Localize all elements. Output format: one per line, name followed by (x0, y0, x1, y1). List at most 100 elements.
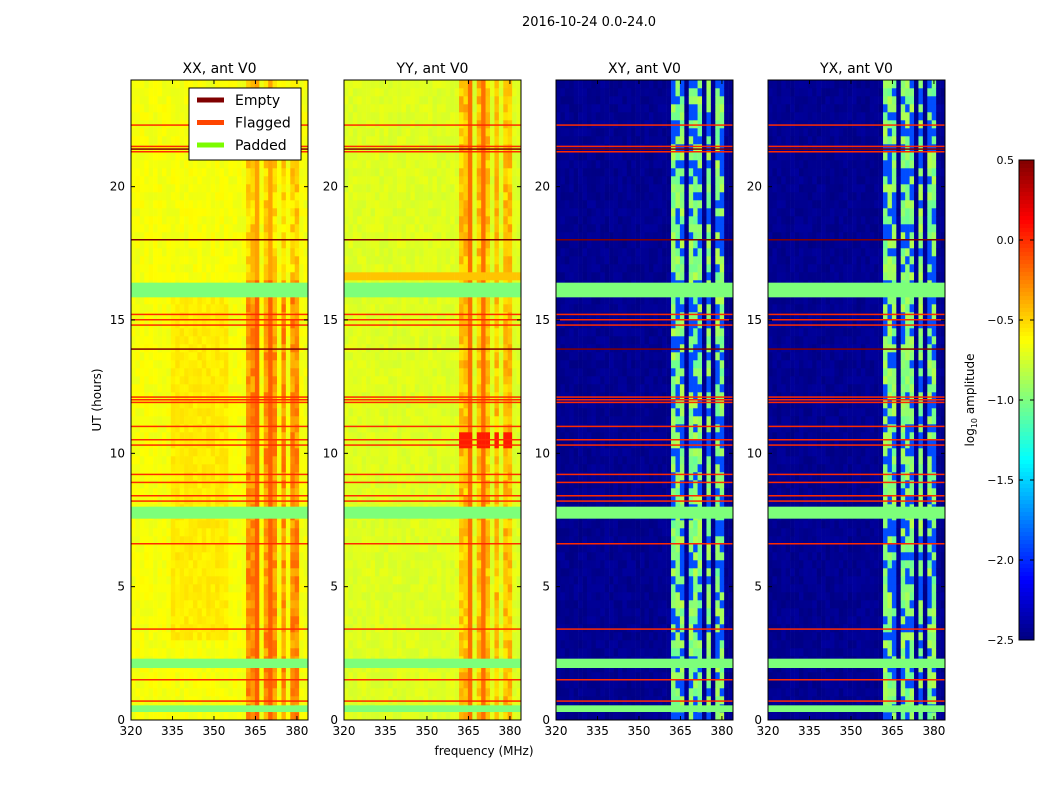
heatmap-cell (233, 376, 238, 384)
flagged-row (131, 319, 308, 321)
heatmap-cell (242, 304, 247, 312)
heatmap-cell (371, 104, 376, 112)
heatmap-cell (375, 136, 380, 144)
heatmap-cell (415, 608, 420, 616)
heatmap-cell (242, 208, 247, 216)
heatmap-cell (255, 304, 260, 312)
heatmap-cell (362, 576, 367, 584)
heatmap-cell (433, 192, 438, 200)
heatmap-cell (180, 136, 185, 144)
heatmap-cell (131, 352, 136, 360)
heatmap-cell (344, 688, 349, 696)
heatmap-cell (175, 712, 180, 720)
heatmap-cell (397, 568, 402, 576)
heatmap-cell (437, 544, 442, 552)
heatmap-cell (162, 408, 167, 416)
heatmap-cell (388, 120, 393, 128)
heatmap-cell (259, 376, 264, 384)
heatmap-cell (135, 544, 140, 552)
heatmap-cell (224, 184, 229, 192)
heatmap-cell (131, 600, 136, 608)
heatmap-cell (410, 560, 415, 568)
heatmap-cell (286, 688, 291, 696)
heatmap-cell (242, 192, 247, 200)
heatmap-cell (402, 128, 407, 136)
heatmap-cell (281, 344, 286, 352)
heatmap-cell (402, 648, 407, 656)
heatmap-cell (237, 568, 242, 576)
heatmap-cell (206, 616, 211, 624)
heatmap-cell (259, 648, 264, 656)
heatmap-cell (299, 320, 304, 328)
heatmap-cell (410, 600, 415, 608)
heatmap-cell (357, 240, 362, 248)
heatmap-cell (211, 624, 216, 632)
heatmap-cell (424, 184, 429, 192)
heatmap-cell (362, 472, 367, 480)
heatmap-cell (184, 160, 189, 168)
heatmap-cell (144, 248, 149, 256)
heatmap-cell (211, 320, 216, 328)
heatmap-cell (135, 592, 140, 600)
heatmap-cell (149, 480, 154, 488)
heatmap-cell (393, 160, 398, 168)
heatmap-cell (250, 520, 255, 528)
heatmap-cell (180, 96, 185, 104)
heatmap-cell (375, 632, 380, 640)
heatmap-cell (211, 272, 216, 280)
heatmap-cell (406, 376, 411, 384)
heatmap-cell (149, 424, 154, 432)
heatmap-cell (162, 208, 167, 216)
heatmap-cell (273, 544, 278, 552)
heatmap-cell (202, 168, 207, 176)
heatmap-cell (388, 216, 393, 224)
heatmap-cell (189, 448, 194, 456)
heatmap-cell (397, 640, 402, 648)
heatmap-cell (166, 304, 171, 312)
heatmap-cell (131, 344, 136, 352)
heatmap-cell (406, 408, 411, 416)
heatmap-cell (299, 472, 304, 480)
heatmap-cell (277, 192, 282, 200)
heatmap-cell (237, 416, 242, 424)
heatmap-cell (215, 272, 220, 280)
heatmap-cell (135, 560, 140, 568)
heatmap-cell (206, 408, 211, 416)
heatmap-cell (388, 520, 393, 528)
heatmap-cell (295, 400, 300, 408)
heatmap-cell (131, 568, 136, 576)
heatmap-cell (410, 96, 415, 104)
heatmap-cell (419, 160, 424, 168)
heatmap-cell (144, 560, 149, 568)
heatmap-cell (428, 224, 433, 232)
heatmap-cell (237, 712, 242, 720)
heatmap-cell (406, 424, 411, 432)
heatmap-cell (344, 320, 349, 328)
heatmap-cell (158, 352, 163, 360)
heatmap-cell (149, 568, 154, 576)
heatmap-cell (259, 600, 264, 608)
heatmap-cell (206, 376, 211, 384)
heatmap-cell (175, 136, 180, 144)
heatmap-cell (290, 376, 295, 384)
heatmap-cell (131, 248, 136, 256)
heatmap-cell (384, 464, 389, 472)
heatmap-cell (344, 592, 349, 600)
heatmap-cell (162, 344, 167, 352)
heatmap-cell (184, 584, 189, 592)
heatmap-cell (286, 448, 291, 456)
heatmap-cell (211, 352, 216, 360)
heatmap-cell (171, 640, 176, 648)
heatmap-cell (246, 256, 251, 264)
heatmap-cell (290, 360, 295, 368)
heatmap-cell (415, 320, 420, 328)
heatmap-cell (220, 80, 225, 88)
heatmap-cell (371, 176, 376, 184)
heatmap-cell (268, 568, 273, 576)
heatmap-cell (158, 472, 163, 480)
heatmap-cell (344, 456, 349, 464)
heatmap-cell (371, 680, 376, 688)
heatmap-cell (237, 624, 242, 632)
heatmap-cell (233, 208, 238, 216)
heatmap-cell (268, 352, 273, 360)
